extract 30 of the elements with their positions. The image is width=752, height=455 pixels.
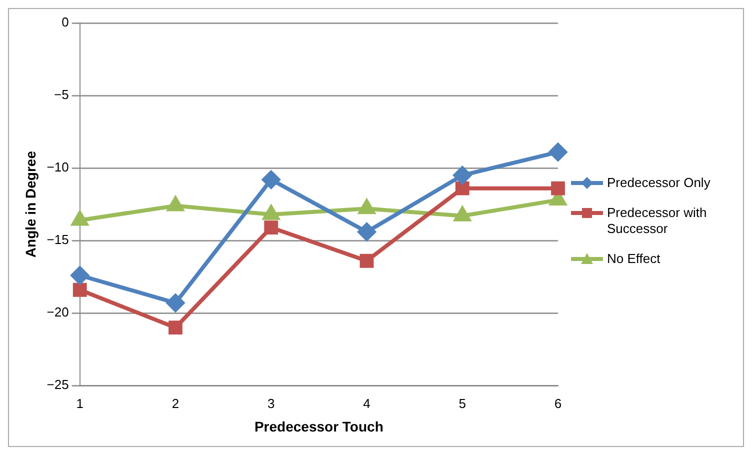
x-tick-label: 3 [267,396,275,411]
point [455,181,470,196]
point [551,181,565,196]
point [168,320,182,335]
point [453,166,472,184]
x-tick-label: 1 [76,396,84,411]
y-axis-title: Angle in Degree [22,150,38,258]
x-axis-title: Predecessor Touch [254,418,384,434]
point [358,222,376,241]
x-tick-label: 2 [172,396,180,411]
y-tick-label: −10 [46,160,69,175]
x-tick-label: 6 [554,396,562,411]
legend-label: Predecessor Only [607,174,710,190]
y-tick-label: −5 [54,87,69,102]
x-tick-label: 5 [458,396,466,411]
y-tick-label: −15 [46,232,69,248]
x-tick-label: 4 [363,396,370,411]
point [358,200,375,214]
point [70,266,89,284]
point [72,282,87,297]
legend-label: Predecessor with Successor [607,204,708,236]
point [264,220,278,234]
point [360,254,374,268]
y-tick-label: −20 [46,304,69,320]
point [549,143,567,162]
legend-label: No Effect [607,250,660,266]
point [262,170,280,189]
y-tick-label: −25 [46,377,69,392]
y-tick-label: 0 [62,14,69,30]
point [166,294,184,312]
